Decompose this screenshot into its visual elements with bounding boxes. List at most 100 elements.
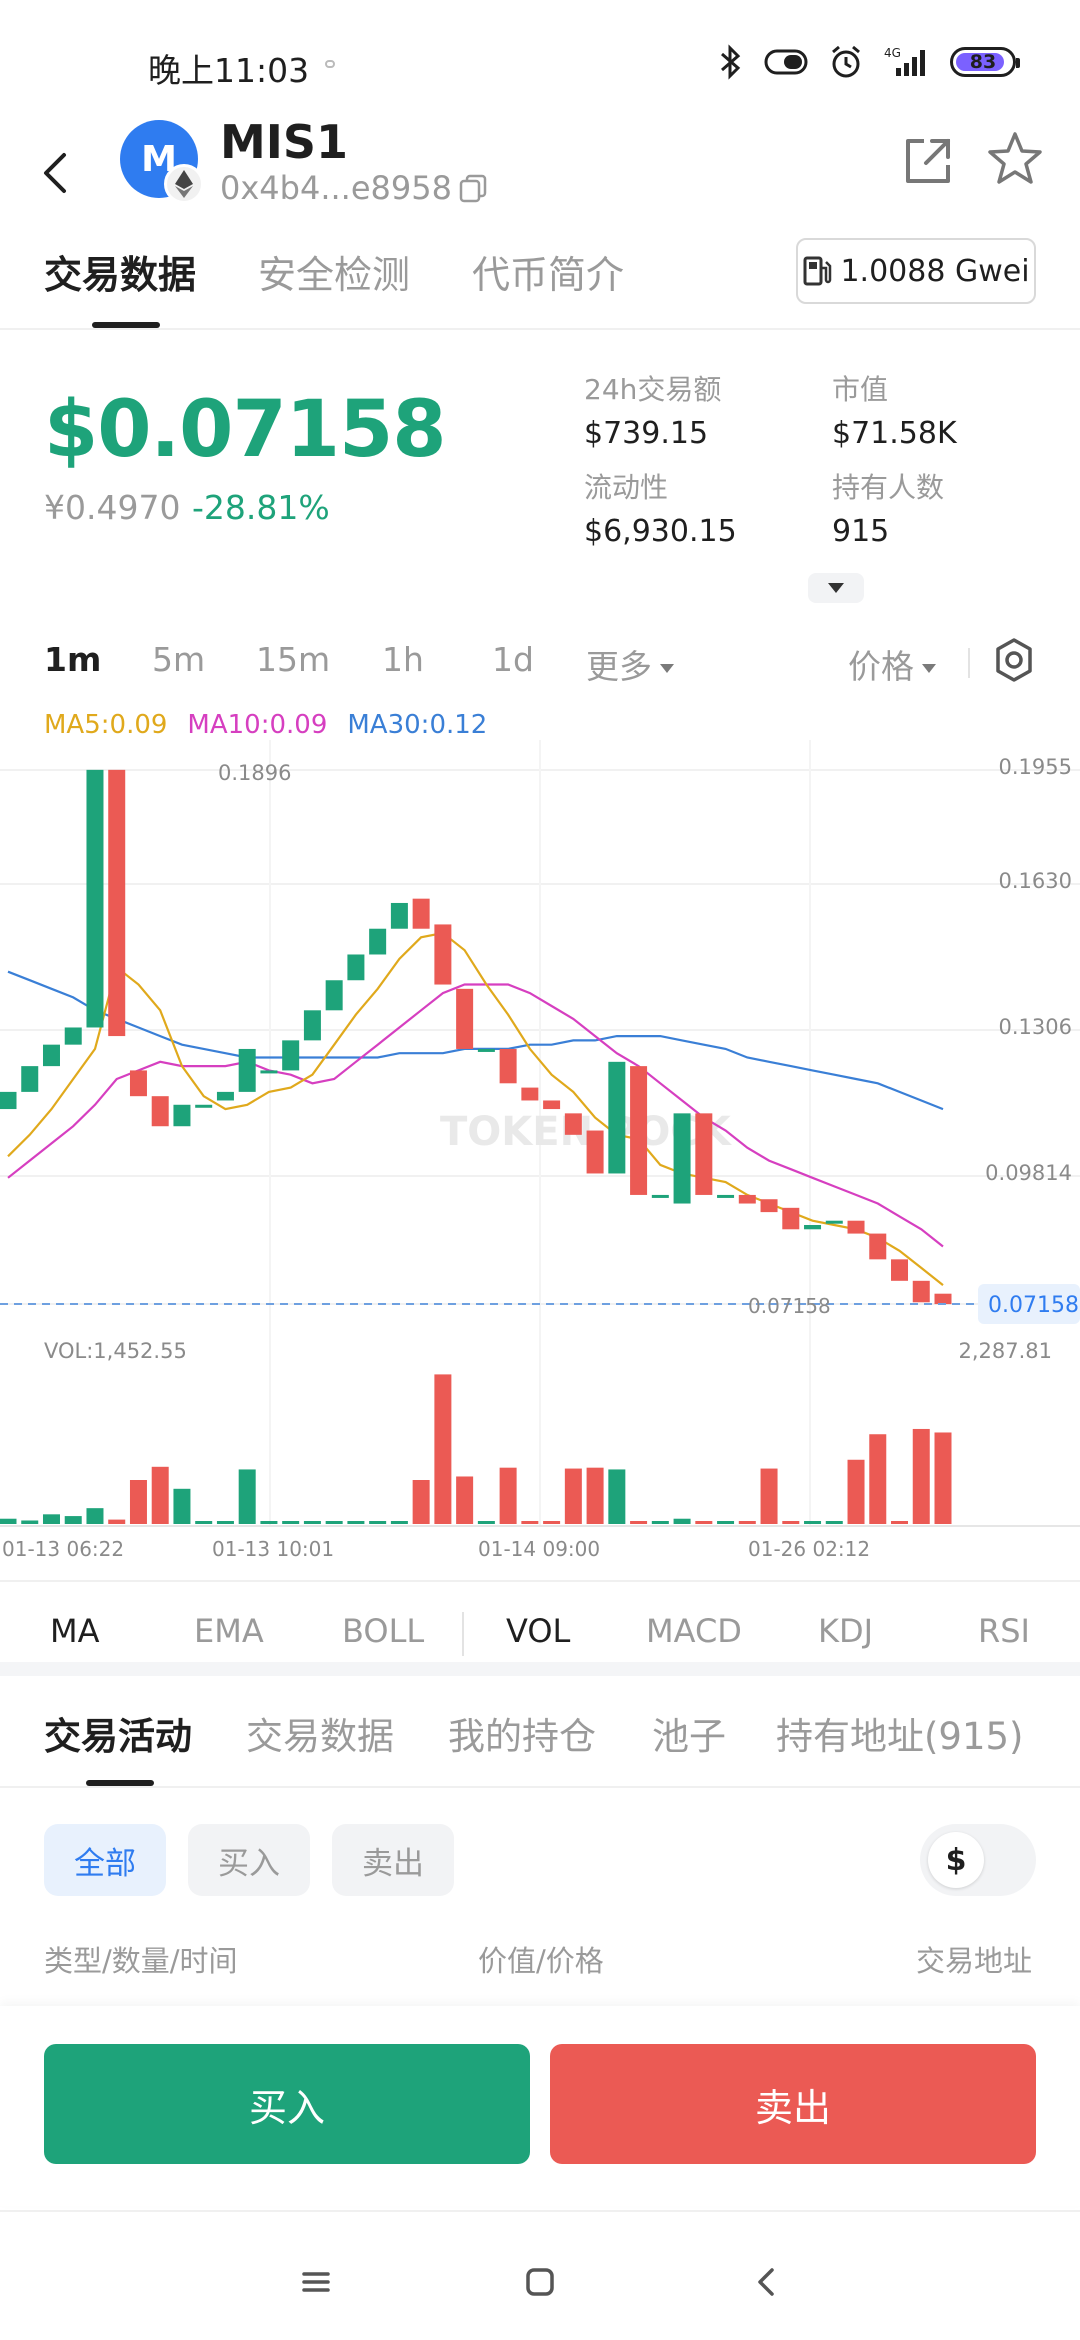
indicator-rsi[interactable]: RSI	[978, 1612, 1030, 1650]
tab-token-intro[interactable]: 代币简介	[472, 253, 625, 297]
back-nav-button[interactable]	[746, 2262, 790, 2306]
candle-down	[912, 1280, 930, 1303]
column-type-amount-time: 类型/数量/时间	[44, 1944, 238, 1978]
candle-up	[64, 1027, 82, 1045]
candle-up	[347, 954, 365, 981]
tab-security-check[interactable]: 安全检测	[258, 253, 411, 297]
column-address: 交易地址	[916, 1944, 1033, 1978]
candle-down	[630, 1066, 648, 1195]
interval-1d[interactable]: 1d	[492, 640, 534, 679]
status-time: 晚上11:03	[148, 51, 310, 90]
system-navigation-bar	[0, 2210, 1080, 2340]
tab-holders[interactable]: 持有地址(915)	[776, 1715, 1024, 1758]
ethereum-icon	[164, 164, 204, 204]
interval-5m[interactable]: 5m	[152, 640, 206, 679]
interval-15m[interactable]: 15m	[256, 640, 331, 679]
filter-buy[interactable]: 买入	[188, 1824, 310, 1896]
y-tick-label: 0.1630	[999, 869, 1072, 893]
current-price: $0.07158	[44, 385, 447, 475]
stat-liquidity-value: $6,930.15	[584, 514, 737, 549]
indicator-vol[interactable]: VOL	[506, 1612, 571, 1650]
volume-bar	[738, 1521, 756, 1524]
candle-up	[477, 1048, 495, 1052]
caret-down-icon	[828, 583, 844, 593]
interval-more[interactable]: 更多	[586, 640, 674, 688]
column-value-price: 价值/价格	[478, 1944, 604, 1978]
filter-sell[interactable]: 卖出	[332, 1824, 454, 1896]
home-nav-button[interactable]	[520, 2262, 564, 2306]
price-mode-select[interactable]: 价格	[848, 640, 936, 688]
chart-settings-button[interactable]	[990, 636, 1038, 684]
volume-bar	[21, 1520, 39, 1524]
indicator-boll[interactable]: BOLL	[342, 1612, 425, 1650]
battery-level: 83	[969, 51, 997, 73]
currency-toggle[interactable]: $	[920, 1824, 1036, 1896]
detail-tabs: 交易数据 安全检测 代币简介 1.0088 Gwei	[0, 230, 1080, 330]
candle-up	[42, 1044, 60, 1067]
indicator-macd[interactable]: MACD	[646, 1612, 742, 1650]
ma10-line	[7, 983, 944, 1248]
candle-down	[782, 1207, 800, 1230]
tab-trading-data[interactable]: 交易数据	[44, 253, 197, 297]
stat-marketcap-label: 市值	[832, 373, 889, 406]
stat-volume-value: $739.15	[584, 416, 709, 451]
divider	[462, 1612, 464, 1656]
status-icons: 4G 83	[718, 42, 1020, 82]
ma30-value: MA30:0.12	[347, 710, 488, 740]
candle-up	[303, 1010, 321, 1041]
battery-icon: 83	[950, 42, 1020, 82]
chart-grid	[0, 740, 1080, 1526]
favorite-button[interactable]	[985, 129, 1051, 195]
candle-up	[390, 902, 408, 929]
divider	[968, 648, 970, 678]
volume-bar	[651, 1521, 669, 1524]
volume-bar	[934, 1432, 952, 1524]
x-tick-label: 01-26 02:12	[748, 1537, 870, 1561]
tab-pools[interactable]: 池子	[652, 1715, 726, 1758]
gas-price-button[interactable]: 1.0088 Gwei	[796, 238, 1036, 304]
tab-my-holdings[interactable]: 我的持仓	[448, 1715, 596, 1758]
volume-label: VOL:1,452.55	[44, 1339, 187, 1363]
volume-bar	[912, 1428, 930, 1524]
interval-1m[interactable]: 1m	[44, 640, 102, 679]
volume-bar	[42, 1514, 60, 1524]
volume-max-label: 2,287.81	[958, 1339, 1052, 1363]
network-type: 4G	[884, 46, 901, 60]
back-arrow-icon	[44, 153, 66, 193]
tab-activity[interactable]: 交易活动	[44, 1715, 192, 1758]
volume-bar	[303, 1521, 321, 1524]
share-button[interactable]	[900, 133, 960, 193]
ma10-value: MA10:0.09	[187, 710, 328, 740]
indicator-ma[interactable]: MA	[50, 1612, 100, 1650]
activity-tabs: 交易活动 交易数据 我的持仓 池子 持有地址(915)	[0, 1676, 1080, 1788]
menu-nav-button[interactable]	[296, 2262, 340, 2306]
back-button[interactable]	[40, 143, 84, 203]
filter-all[interactable]: 全部	[44, 1824, 166, 1896]
candle-down	[869, 1233, 887, 1260]
trade-action-bar: 买入 卖出	[0, 2006, 1080, 2206]
volume-bar	[869, 1434, 887, 1524]
star-icon	[988, 132, 1042, 184]
copy-icon[interactable]	[458, 173, 488, 203]
token-header: M MIS1 0x4b4...e8958	[0, 115, 1080, 245]
volume-bar	[499, 1467, 517, 1524]
interval-1h[interactable]: 1h	[382, 640, 424, 679]
toggle-status-icon	[764, 42, 808, 82]
price-chart[interactable]: TOKEN POCK 0.07158 0.07158 0.1896 0.1955…	[0, 740, 1080, 1570]
indicator-kdj[interactable]: KDJ	[818, 1612, 874, 1650]
stat-holders-label: 持有人数	[832, 471, 945, 504]
candle-up	[238, 1048, 256, 1092]
candle-down	[499, 1048, 517, 1084]
share-icon	[906, 139, 950, 183]
volume-bar	[586, 1467, 604, 1524]
indicator-ema[interactable]: EMA	[194, 1612, 264, 1650]
buy-button[interactable]: 买入	[44, 2044, 530, 2164]
current-price-tag: 0.07158	[988, 1293, 1079, 1318]
candle-down	[847, 1220, 865, 1234]
price-mode-label: 价格	[848, 647, 914, 686]
token-address[interactable]: 0x4b4...e8958	[220, 169, 488, 207]
expand-stats-button[interactable]	[808, 573, 864, 603]
gear-icon	[996, 638, 1032, 682]
sell-button[interactable]: 卖出	[550, 2044, 1036, 2164]
tab-trade-data[interactable]: 交易数据	[246, 1715, 394, 1758]
